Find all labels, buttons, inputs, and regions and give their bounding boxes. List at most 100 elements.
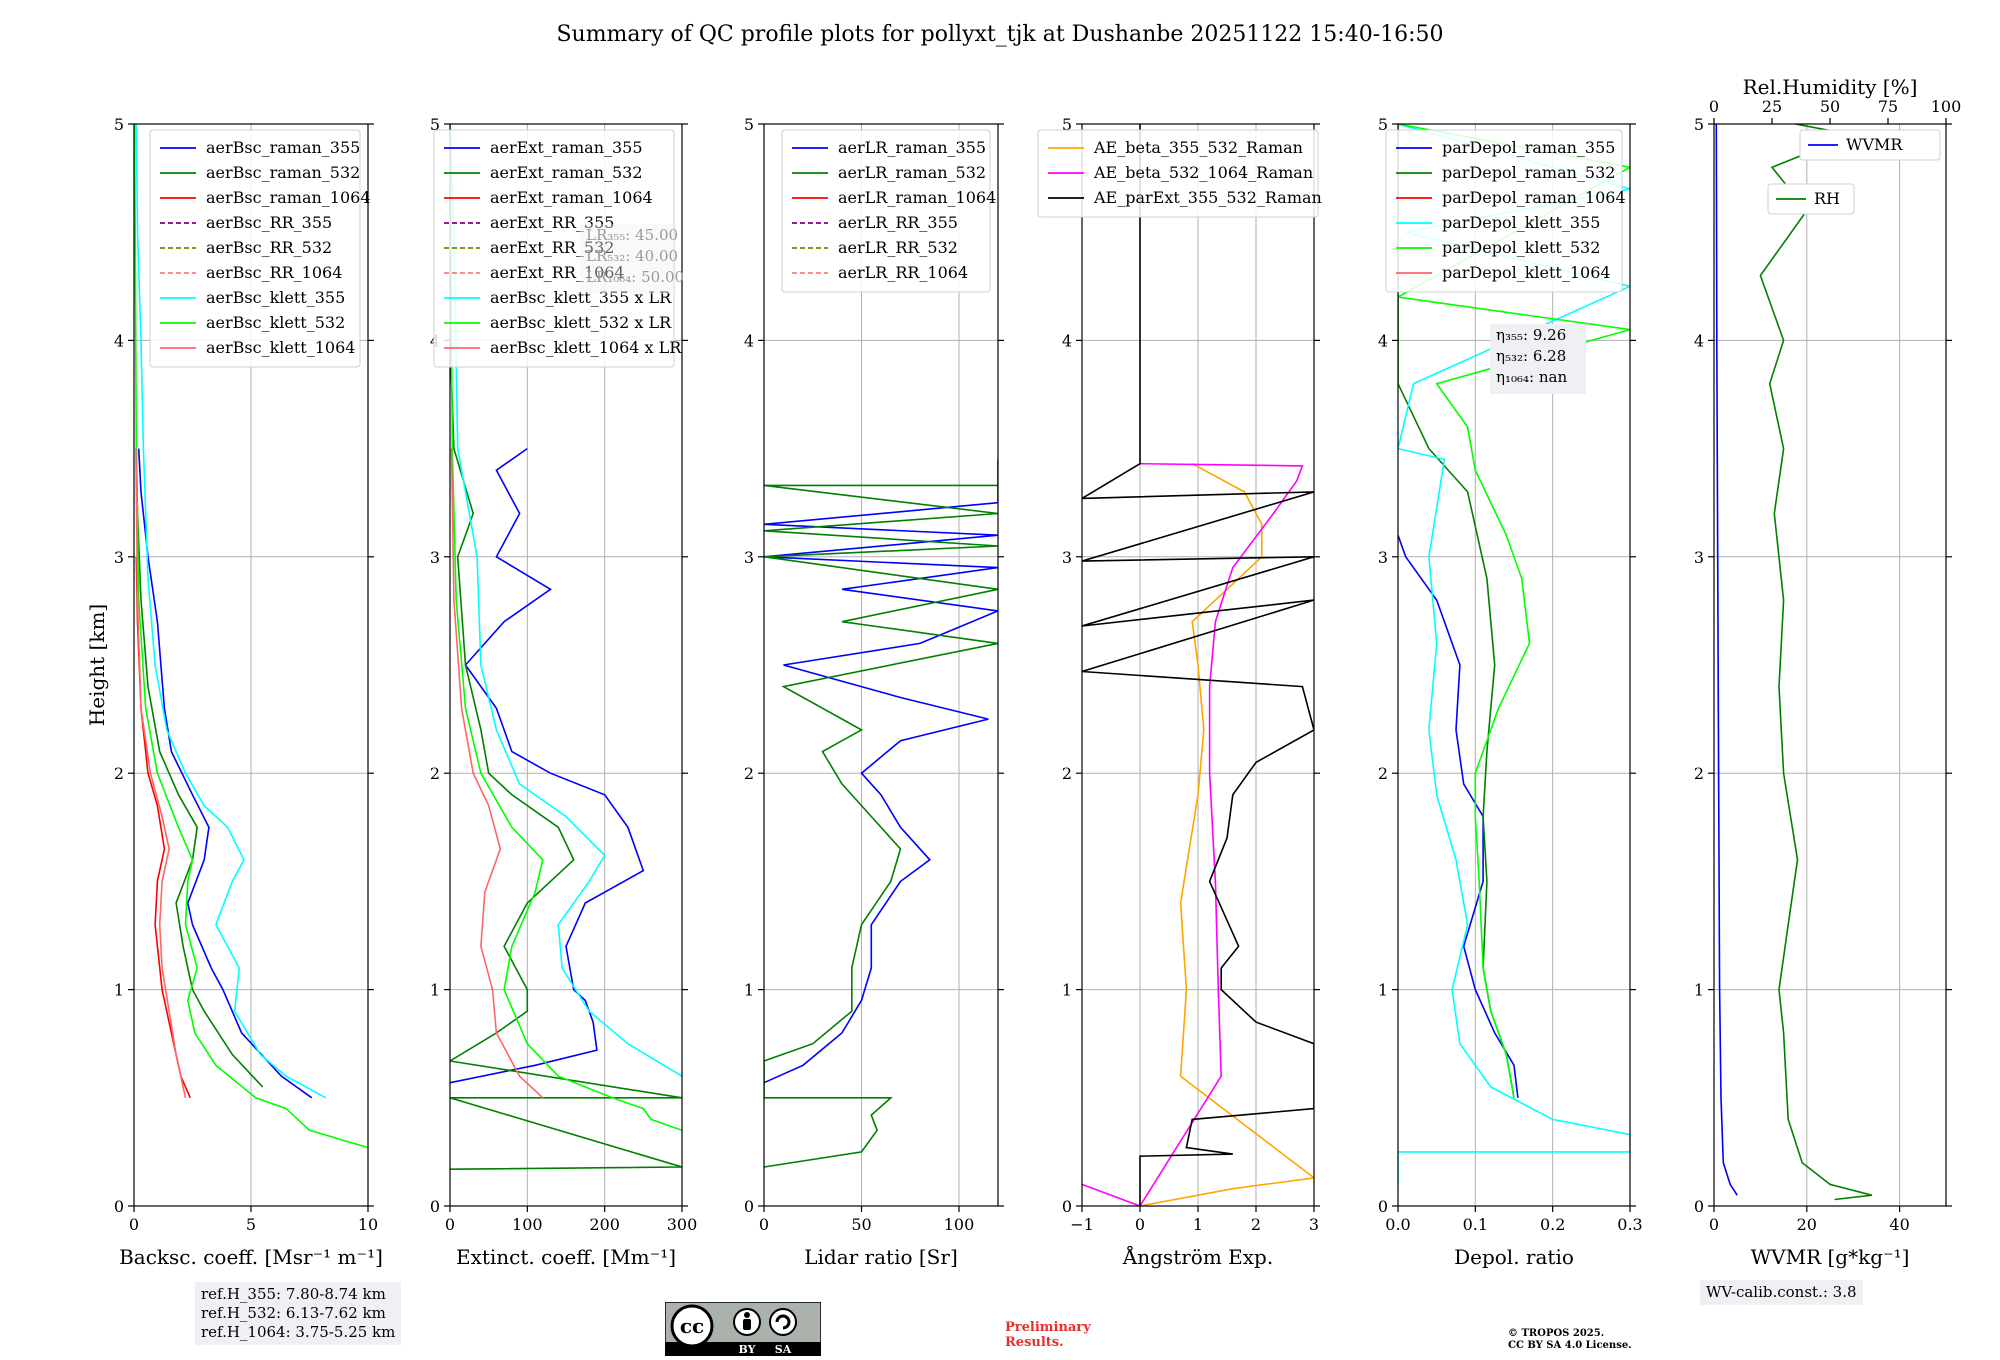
y-tick-label: 2 xyxy=(1062,764,1072,783)
series-line-pardepol-raman-355 xyxy=(1398,534,1519,1098)
annotation-line: η₃₅₅: 9.26 xyxy=(1496,326,1566,344)
y-tick-label: 1 xyxy=(1694,981,1704,1000)
series-line-aerbsc-klett-355-x-lr xyxy=(450,124,682,1077)
legend-entry: aerBsc_klett_355 xyxy=(206,288,345,307)
legend-entry: AE_beta_532_1064_Raman xyxy=(1093,163,1313,182)
x-tick-label: 50 xyxy=(851,1215,871,1234)
legend-entry: aerExt_raman_532 xyxy=(490,163,643,182)
series-line-rh xyxy=(1759,124,1873,1201)
panel-5: 0 1 2 3 4 5 0.0 0.1 0.2 0.3 Depol. ratio parDepol_r… xyxy=(1378,115,1643,1269)
legend-entry: parDepol_raman_355 xyxy=(1442,138,1615,157)
top-x-tick-label: 25 xyxy=(1762,97,1782,116)
badge-by: BY xyxy=(739,1343,756,1356)
x-tick-label: 0.1 xyxy=(1463,1215,1488,1234)
legend: parDepol_raman_355 parDepol_raman_532 parD… xyxy=(1385,129,1626,293)
y-tick-label: 4 xyxy=(114,331,124,350)
axes-frame xyxy=(1713,123,1947,1207)
annotation-box: η₃₅₅: 9.26 η₅₃₂: 6.28 η₁₀₆₄: nan xyxy=(1490,324,1586,394)
x-tick-label: 3 xyxy=(1309,1215,1319,1234)
x-tick-label: 0 xyxy=(129,1215,139,1234)
y-tick-label: 0 xyxy=(1694,1197,1704,1216)
top-axis-label: Rel.Humidity [%] xyxy=(1743,75,1918,99)
axes-frame xyxy=(449,123,683,1207)
legend-entry: aerBsc_RR_532 xyxy=(206,238,332,257)
series-line-aerbsc-raman-532 xyxy=(135,448,264,1088)
annotation-line: LR₁₀₆₄: 50.00 xyxy=(586,268,684,286)
series-line-aerbsc-klett-1064-x-lr xyxy=(450,448,544,1099)
y-tick-label: 1 xyxy=(744,981,754,1000)
x-tick-label: 0 xyxy=(445,1215,455,1234)
sa-share-alike-icon xyxy=(775,1314,791,1330)
x-tick-label: 0 xyxy=(1135,1215,1145,1234)
legend-entry: aerLR_raman_1064 xyxy=(838,188,996,207)
series-line-aerbsc-klett-532-x-lr xyxy=(450,124,682,1132)
x-tick-label: 1 xyxy=(1193,1215,1203,1234)
x-tick-label: −1 xyxy=(1070,1215,1094,1234)
legend-entry: aerLR_RR_355 xyxy=(838,213,958,232)
legend: aerLR_raman_355 aerLR_raman_532 aerLR_rama… xyxy=(781,129,996,293)
figure-title: Summary of QC profile plots for pollyxt_… xyxy=(556,22,1444,47)
y-tick-label: 5 xyxy=(114,115,124,134)
x-tick-label: 100 xyxy=(944,1215,975,1234)
cc-by-sa-badge: cc BY SA xyxy=(665,1302,821,1356)
series-line-pardepol-klett-532 xyxy=(1398,124,1630,1098)
legend-entry: parDepol_raman_532 xyxy=(1442,163,1615,182)
series-line-aerbsc-klett-355 xyxy=(135,124,327,1099)
legend-entry: aerBsc_klett_1064 x LR xyxy=(490,338,682,357)
ref-h-1064: ref.H_1064: 3.75-5.25 km xyxy=(201,1323,396,1341)
y-tick-label: 3 xyxy=(1694,548,1704,567)
y-tick-label: 5 xyxy=(1378,115,1388,134)
legend-entry: aerLR_RR_1064 xyxy=(838,263,968,282)
legend-entry: parDepol_klett_1064 xyxy=(1442,263,1611,282)
cc-logo-text: cc xyxy=(680,1314,704,1338)
legend: WVMR RH xyxy=(1767,129,1941,215)
series-line-aerbsc-raman-355 xyxy=(137,448,313,1099)
legend-entry: aerExt_RR_532 xyxy=(490,238,614,257)
x-tick-label: 20 xyxy=(1797,1215,1817,1234)
x-axis-label: Extinct. coeff. [Mm⁻¹] xyxy=(456,1245,676,1269)
x-tick-label: 10 xyxy=(358,1215,378,1234)
legend-entry: aerBsc_RR_1064 xyxy=(206,263,342,282)
ref-h-532: ref.H_532: 6.13-7.62 km xyxy=(201,1304,386,1322)
y-tick-label: 0 xyxy=(1378,1197,1388,1216)
legend-entry: parDepol_raman_1064 xyxy=(1442,188,1626,207)
legend-entry: RH xyxy=(1814,189,1840,208)
legend: aerBsc_raman_355 aerBsc_raman_532 aerBsc_r… xyxy=(149,129,371,368)
y-tick-label: 5 xyxy=(430,115,440,134)
series-line-aerbsc-klett-1064 xyxy=(135,448,187,1098)
x-tick-label: 2 xyxy=(1251,1215,1261,1234)
x-tick-label: 40 xyxy=(1889,1215,1909,1234)
copyright-note: © TROPOS 2025. CC BY SA 4.0 License. xyxy=(1508,1328,1632,1352)
x-tick-label: 0 xyxy=(1709,1215,1719,1234)
copyright-line-1: © TROPOS 2025. xyxy=(1508,1328,1605,1339)
series-line-aerbsc-klett-532 xyxy=(134,124,368,1149)
legend-entry: aerBsc_klett_532 x LR xyxy=(490,313,672,332)
y-tick-label: 0 xyxy=(744,1197,754,1216)
y-tick-label: 4 xyxy=(1062,331,1072,350)
y-tick-label: 0 xyxy=(1062,1197,1072,1216)
x-tick-label: 100 xyxy=(512,1215,543,1234)
legend-entry: aerExt_raman_355 xyxy=(490,138,643,157)
legend-entry: aerLR_raman_532 xyxy=(838,163,986,182)
legend-entry: aerBsc_klett_532 xyxy=(206,313,345,332)
y-tick-label: 2 xyxy=(114,764,124,783)
x-tick-label: 300 xyxy=(667,1215,698,1234)
top-x-tick-label: 100 xyxy=(1931,97,1962,116)
ref-h-355: ref.H_355: 7.80-8.74 km xyxy=(201,1285,386,1303)
annotation-line: LR₅₃₂: 40.00 xyxy=(586,247,678,265)
legend-entry: AE_beta_355_532_Raman xyxy=(1093,138,1303,157)
series-line-ae-beta-532-1064-raman xyxy=(1082,462,1304,1206)
x-axis-label: Backsc. coeff. [Msr⁻¹ m⁻¹] xyxy=(119,1245,383,1269)
series-line-aerext-raman-355 xyxy=(450,447,645,1084)
axes-frame xyxy=(763,123,999,1207)
legend-entry: aerLR_raman_355 xyxy=(838,138,986,157)
legend-entry: AE_parExt_355_532_Raman xyxy=(1093,188,1322,207)
wv-calib-text: WV-calib.const.: 3.8 xyxy=(1706,1283,1857,1301)
x-tick-label: 0.0 xyxy=(1385,1215,1410,1234)
x-axis-label: Lidar ratio [Sr] xyxy=(804,1245,958,1269)
x-tick-label: 200 xyxy=(589,1215,620,1234)
